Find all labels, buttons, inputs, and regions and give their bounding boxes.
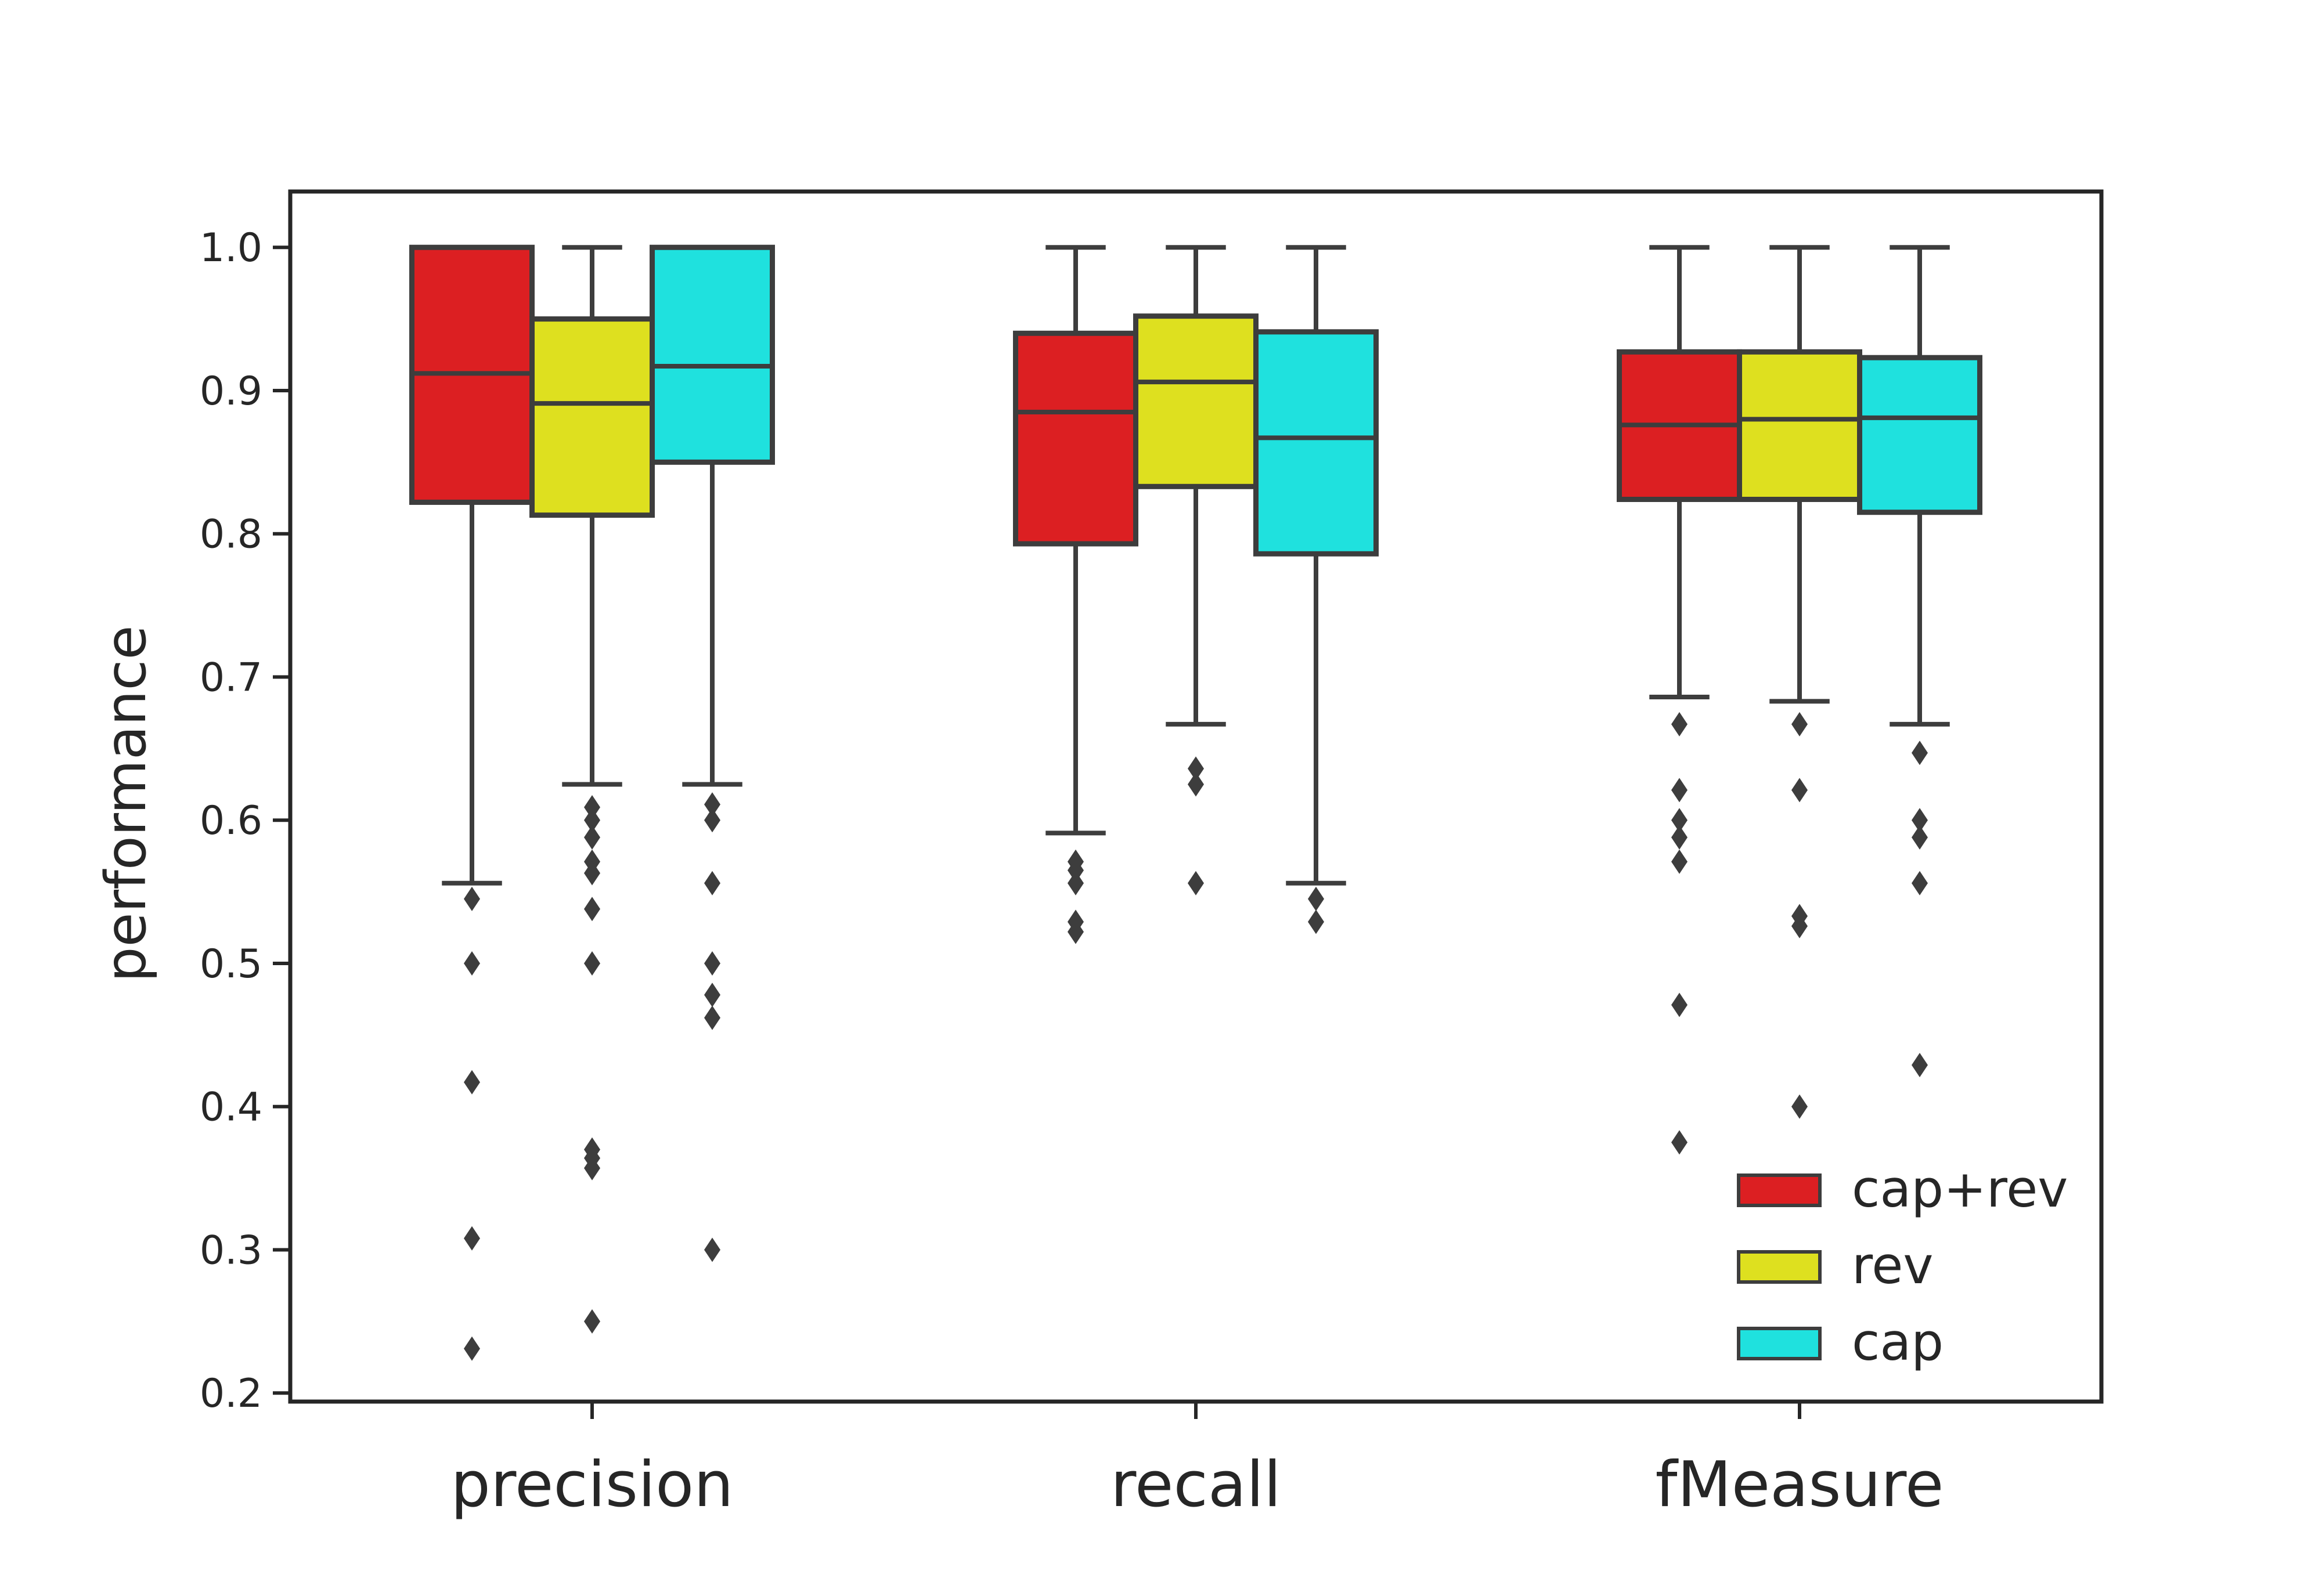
outlier-point [464, 951, 480, 976]
y-tick-label: 0.8 [200, 512, 262, 558]
outlier-point [1068, 858, 1084, 883]
legend-item: cap+rev [1737, 1159, 2068, 1219]
outlier-point [1671, 992, 1688, 1017]
outlier-point [464, 886, 480, 911]
box-rev-precision [529, 245, 655, 1334]
iqr-box [1737, 349, 1862, 503]
iqr-box [1857, 355, 1982, 515]
outlier-point [704, 1237, 720, 1262]
outlier-point [1912, 825, 1928, 850]
legend-item: cap [1737, 1312, 1944, 1372]
outlier-point [1671, 1130, 1688, 1155]
iqr-box [529, 316, 655, 518]
y-tick-label: 0.4 [200, 1085, 262, 1131]
outlier-point [1791, 778, 1808, 803]
outlier-point [1912, 1053, 1928, 1078]
outlier-point [1188, 756, 1204, 781]
outlier-point [584, 861, 600, 886]
iqr-box [1253, 329, 1379, 557]
box-cap+rev-fMeasure [1617, 245, 1742, 1155]
legend-swatch [1737, 1250, 1822, 1284]
outlier-point [1188, 871, 1204, 896]
outlier-point [1791, 712, 1808, 736]
iqr-box [1133, 313, 1259, 489]
y-axis: 0.2 0.3 0.4 0.5 0.6 0.7 0.8 0.9 1.0 [200, 225, 290, 1417]
plot-frame [288, 189, 2104, 1404]
outlier-point [1068, 871, 1084, 896]
y-tick-label: 0.9 [200, 369, 262, 414]
outlier-point [1068, 919, 1084, 944]
outlier-point [584, 825, 600, 850]
box-cap+rev-recall [1013, 245, 1138, 944]
outlier-point [1912, 741, 1928, 765]
boxes-layer [409, 244, 1982, 1361]
box-cap-fMeasure [1857, 245, 1982, 1078]
y-axis-title: performance [93, 626, 158, 983]
outlier-point [584, 795, 600, 820]
x-category-label: fMeasure [1655, 1449, 1944, 1521]
legend-swatch [1737, 1327, 1822, 1360]
outlier-point [464, 1070, 480, 1095]
outlier-point [1671, 808, 1688, 833]
outlier-point [1791, 1094, 1808, 1119]
legend-label: cap [1852, 1312, 1944, 1372]
outlier-point [1791, 913, 1808, 938]
box-cap-precision [650, 244, 775, 1262]
outlier-point [1671, 849, 1688, 874]
x-category-label: recall [1110, 1449, 1281, 1521]
box-rev-fMeasure [1737, 245, 1862, 1119]
outlier-point [1188, 772, 1204, 797]
y-tick-label: 0.5 [200, 941, 262, 987]
outlier-point [584, 1309, 600, 1334]
outlier-point [464, 1226, 480, 1251]
y-tick-label: 1.0 [200, 225, 262, 271]
outlier-point [584, 951, 600, 976]
legend-swatch [1737, 1173, 1822, 1207]
outlier-point [704, 871, 720, 896]
outlier-point [704, 1005, 720, 1030]
legend-label: cap+rev [1852, 1159, 2068, 1219]
y-tick-label: 0.3 [200, 1227, 262, 1273]
outlier-point [704, 792, 720, 817]
iqr-box [1013, 330, 1138, 547]
legend-label: rev [1852, 1236, 1933, 1295]
iqr-box [650, 244, 775, 465]
legend-item: rev [1737, 1236, 1933, 1295]
outlier-point [1308, 909, 1324, 934]
box-cap+rev-precision [409, 244, 535, 1361]
outlier-point [1671, 825, 1688, 850]
y-tick-label: 0.6 [200, 798, 262, 844]
x-axis: precision recall fMeasure [450, 1402, 1944, 1521]
y-tick-label: 0.7 [200, 655, 262, 700]
outlier-point [704, 951, 720, 976]
outlier-point [584, 808, 600, 833]
outlier-point [464, 1336, 480, 1361]
x-category-label: precision [450, 1449, 733, 1521]
y-tick-label: 0.2 [200, 1371, 262, 1417]
outlier-point [1912, 871, 1928, 896]
outlier-point [584, 897, 600, 922]
outlier-point [704, 808, 720, 833]
legend: cap+rev rev cap [1737, 1159, 2068, 1372]
box-rev-recall [1133, 245, 1259, 896]
outlier-point [584, 1156, 600, 1180]
outlier-point [1308, 886, 1324, 911]
outlier-point [1671, 712, 1688, 736]
outlier-point [704, 983, 720, 1008]
box-cap-recall [1253, 245, 1379, 934]
outlier-point [1671, 778, 1688, 803]
outlier-point [1912, 808, 1928, 833]
